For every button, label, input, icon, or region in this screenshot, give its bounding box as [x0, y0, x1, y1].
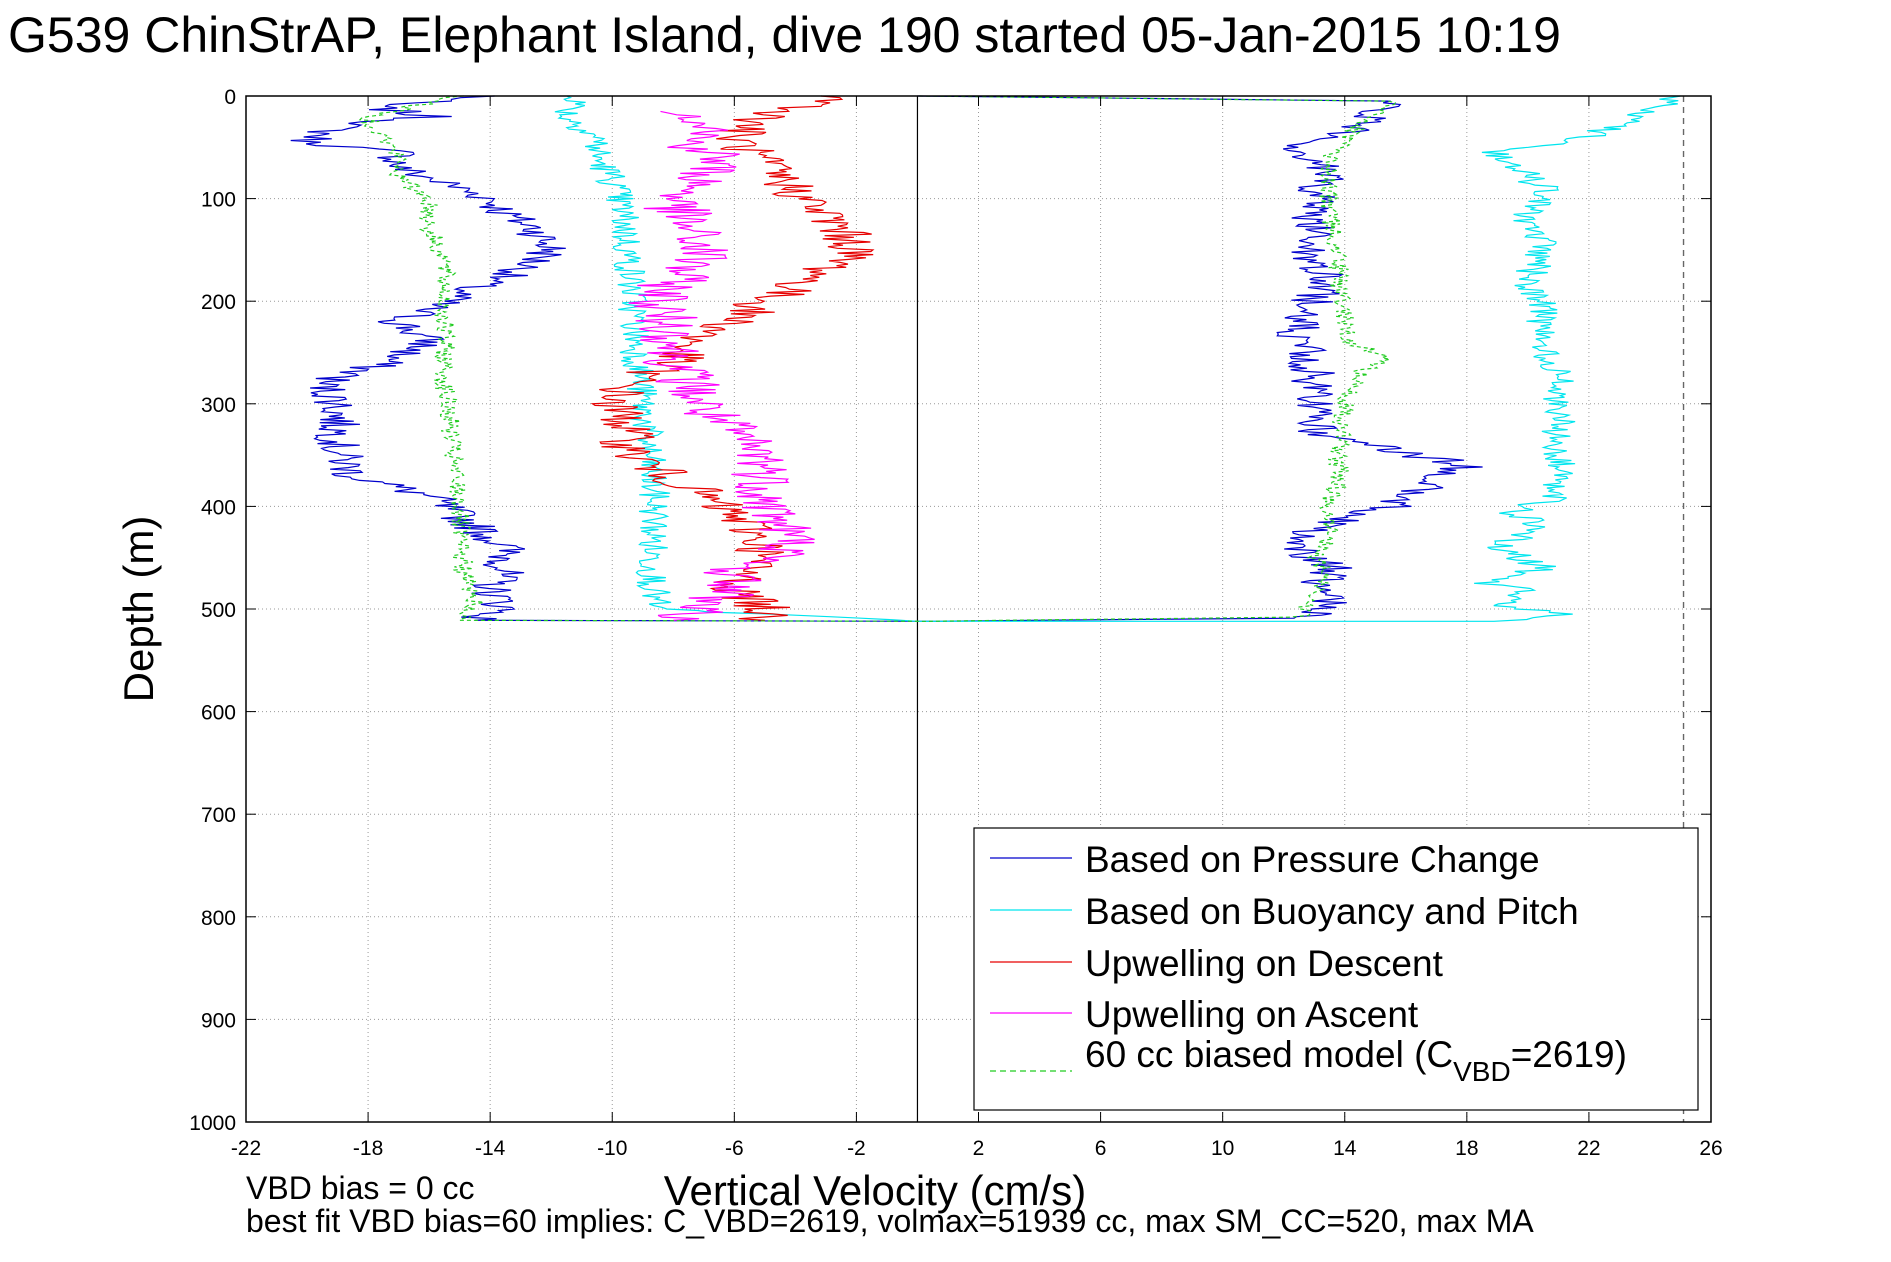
x-tick-label: -10 — [597, 1137, 627, 1160]
x-tick-label: -6 — [725, 1137, 744, 1160]
y-tick-labels: 0 100 200 300 400 500 600 700 800 900 1000 — [189, 86, 1711, 1135]
legend-label-model: 60 cc biased model (CVBD=2619) — [1085, 1034, 1627, 1087]
x-tick-label: 6 — [1095, 1137, 1107, 1160]
y-tick-label: 0 — [224, 86, 236, 109]
x-tick-label: -14 — [475, 1137, 506, 1160]
y-tick-label: 200 — [201, 291, 236, 314]
x-tick-label: 22 — [1577, 1137, 1600, 1160]
y-tick-label: 800 — [201, 907, 236, 930]
y-tick-label: 700 — [201, 804, 236, 827]
x-tick-labels: -22 -18 -14 -10 -6 -2 2 6 10 14 18 22 26 — [231, 96, 1723, 1160]
series-line-0 — [290, 95, 1483, 622]
legend-label-pressure: Based on Pressure Change — [1085, 839, 1540, 880]
x-tick-label: 2 — [973, 1137, 985, 1160]
series-layer — [290, 95, 1681, 622]
grid — [246, 96, 1711, 1122]
y-tick-label: 1000 — [189, 1112, 236, 1135]
series-line-4 — [358, 95, 1397, 622]
reference-lines — [916, 96, 1685, 1122]
series-line-2 — [590, 95, 875, 621]
y-tick-label: 300 — [201, 394, 236, 417]
y-tick-label: 600 — [201, 702, 236, 725]
legend-label-descent: Upwelling on Descent — [1085, 943, 1444, 984]
x-tick-label: 18 — [1455, 1137, 1478, 1160]
x-tick-label: 10 — [1211, 1137, 1234, 1160]
legend-label-ascent: Upwelling on Ascent — [1085, 994, 1419, 1035]
x-tick-label: 14 — [1333, 1137, 1357, 1160]
y-tick-label: 500 — [201, 599, 236, 622]
series-line-1 — [554, 95, 1681, 622]
series-line-3 — [628, 110, 815, 621]
x-axis-label: Vertical Velocity (cm/s) — [664, 1167, 1086, 1214]
chart-title: G539 ChinStrAP, Elephant Island, dive 19… — [8, 7, 1561, 63]
footer-best-fit: best fit VBD bias=60 implies: C_VBD=2619… — [246, 1203, 1534, 1239]
y-tick-label: 400 — [201, 496, 236, 519]
x-tick-label: -22 — [231, 1137, 261, 1160]
y-tick-label: 900 — [201, 1009, 236, 1032]
y-tick-label: 100 — [201, 189, 236, 212]
legend: Based on Pressure Change Based on Buoyan… — [973, 827, 1699, 1111]
legend-box — [973, 827, 1699, 1111]
legend-label-buoyancy: Based on Buoyancy and Pitch — [1085, 891, 1579, 932]
footer-vbd-bias: VBD bias = 0 cc — [246, 1170, 475, 1206]
x-tick-label: -2 — [847, 1137, 866, 1160]
y-axis-label: Depth (m) — [115, 516, 162, 703]
x-tick-label: -18 — [353, 1137, 383, 1160]
x-tick-label: 26 — [1699, 1137, 1722, 1160]
